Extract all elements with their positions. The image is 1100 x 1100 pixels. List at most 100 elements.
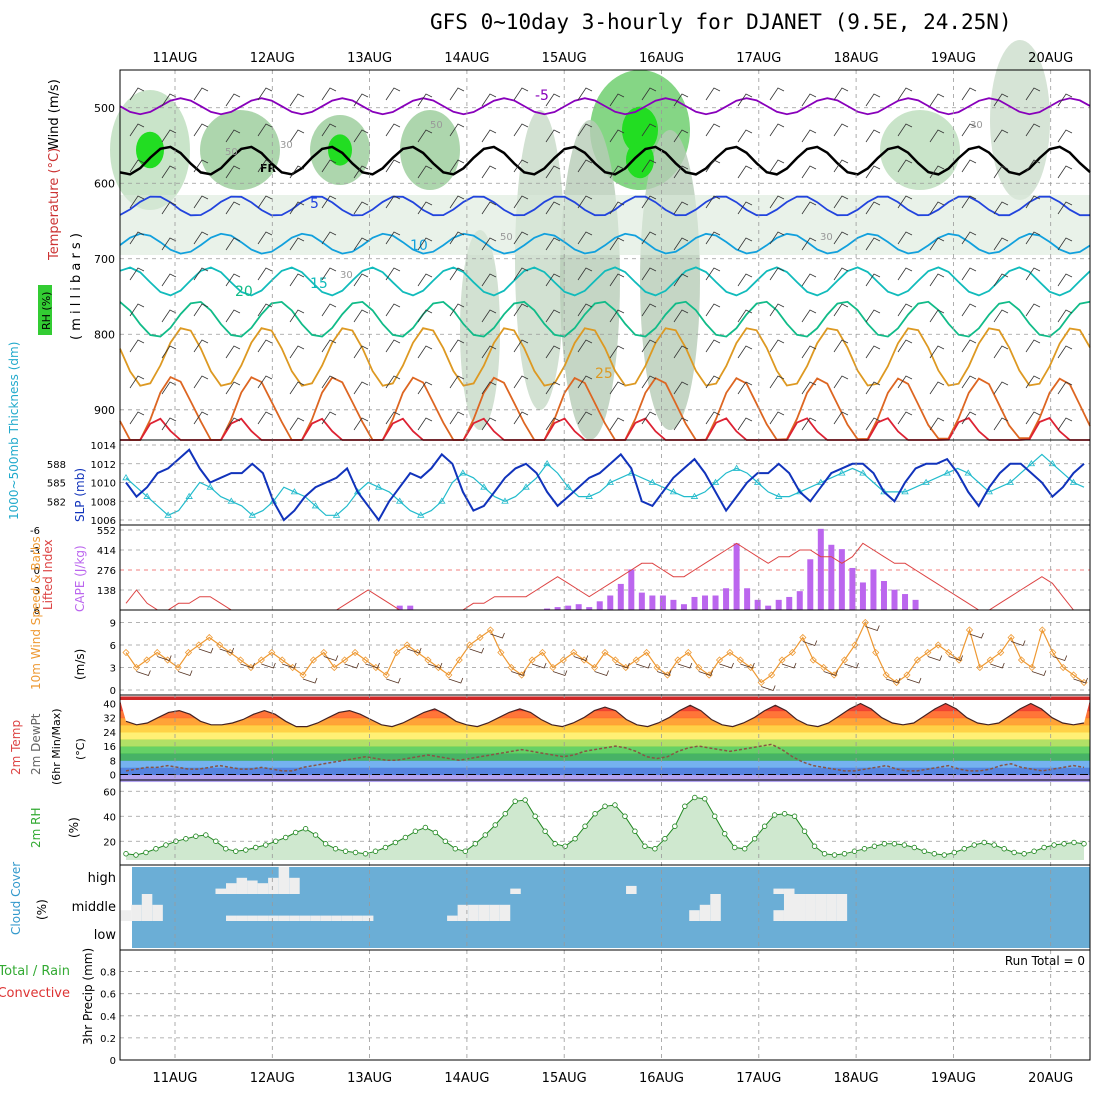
- isotherm-label: 10: [410, 238, 428, 254]
- wind-barb: [961, 195, 977, 209]
- rh-marker: [342, 848, 349, 854]
- wind-barb: [577, 375, 593, 389]
- rh-marker: [1051, 842, 1057, 848]
- cape-bar: [786, 596, 793, 610]
- rh-marker: [302, 826, 309, 832]
- precip-legend-total: Total / Rain: [0, 964, 70, 979]
- wind-axis-label: Wind (m/s): [47, 79, 62, 150]
- wind-barb: [225, 165, 241, 179]
- wind-barb: [577, 339, 593, 353]
- wind-barb: [449, 159, 465, 173]
- temp-color-band: [120, 774, 1090, 783]
- wind-barb: [801, 381, 817, 395]
- wind-barb: [641, 339, 657, 353]
- cloud-middle-bar: [152, 904, 163, 921]
- wind-barb: [481, 417, 497, 431]
- cape-bar: [733, 543, 740, 610]
- wind-barb: [1025, 303, 1041, 317]
- wind-speed-marker: [768, 671, 776, 679]
- wind-barb: [449, 231, 465, 245]
- surface-wind-barb: [761, 685, 776, 691]
- thickness-tick-label: 582: [47, 497, 66, 508]
- wind-barb: [385, 159, 401, 173]
- wind-barb: [129, 267, 145, 281]
- rh-tick-label: 60: [103, 787, 116, 798]
- date-label-top: 13AUG: [347, 51, 392, 66]
- wind-barb: [1025, 231, 1041, 245]
- surface-wind-barb: [427, 662, 443, 669]
- wind-barb: [833, 267, 849, 281]
- wind-barb: [993, 165, 1009, 179]
- wind-barb: [545, 237, 561, 251]
- wind-speed-marker: [122, 648, 130, 657]
- rh-marker: [193, 833, 199, 839]
- chart-title: GFS 0~10day 3-hourly for DJANET (9.5E, 2…: [430, 10, 1012, 34]
- wind-barb: [321, 303, 337, 317]
- cloud-axis-label: Cloud Cover: [9, 862, 23, 935]
- wind-barb: [961, 231, 977, 245]
- wind-barb: [1025, 123, 1041, 137]
- wind-barb: [673, 201, 689, 215]
- thickness-marker: [459, 469, 467, 476]
- cloud-high-bar: [215, 888, 227, 894]
- cape-tick-label: 138: [97, 586, 116, 597]
- surface-wind-barb: [531, 662, 547, 669]
- thickness-marker: [690, 492, 699, 499]
- rh-peak-3: [626, 141, 654, 179]
- rh-marker: [1031, 848, 1037, 854]
- wind-barb: [609, 381, 625, 395]
- wind-tick-label: 9: [110, 619, 116, 630]
- pressure-tick-label: 800: [94, 328, 115, 341]
- rh-peak-0: [136, 131, 164, 169]
- wind-barb: [321, 231, 337, 245]
- temp-color-band: [120, 724, 1090, 733]
- wind-barb: [353, 237, 369, 251]
- date-label-bottom: 14AUG: [444, 1071, 489, 1086]
- wind-barb: [353, 93, 369, 107]
- cloud-middle-bar: [489, 904, 500, 921]
- surface-wind-barb: [302, 677, 318, 684]
- rh-marker: [442, 838, 449, 844]
- wind-barb: [385, 267, 401, 281]
- rh-marker: [253, 844, 259, 851]
- rh-marker: [532, 813, 538, 819]
- wind-barb: [737, 165, 753, 179]
- wind-barb: [993, 309, 1009, 323]
- isotherm-label: 5: [310, 196, 319, 212]
- surface-wind-barb: [240, 662, 255, 669]
- temp-axis-label: 2m Temp: [9, 720, 23, 775]
- wind-barb: [833, 123, 849, 137]
- rh-marker: [572, 836, 578, 842]
- wind-barb: [289, 345, 305, 359]
- thickness-marker: [332, 511, 341, 518]
- cloud-middle-bar: [794, 894, 806, 921]
- wind-barb: [321, 195, 337, 209]
- wind-speed-marker: [695, 663, 703, 672]
- wind-barb: [577, 303, 593, 317]
- precip-tick-label: 0.8: [100, 968, 116, 979]
- cloud-middle-bar: [826, 894, 837, 921]
- wind-speed-marker: [684, 648, 692, 657]
- wind-barb: [993, 273, 1009, 287]
- wind-barb: [673, 345, 689, 359]
- surface-wind-barb: [1010, 640, 1026, 646]
- rh-marker: [332, 846, 339, 852]
- wind-barb: [321, 159, 337, 173]
- temp-color-band: [120, 731, 1090, 740]
- rh-marker: [502, 811, 508, 817]
- thickness-marker: [585, 492, 593, 499]
- wind-speed-marker: [341, 656, 349, 664]
- wind-barb: [673, 165, 689, 179]
- wind-barb: [801, 273, 817, 287]
- isotherm-line: [119, 266, 1091, 297]
- wind-barb: [897, 195, 913, 209]
- wind-barb: [321, 123, 337, 137]
- wind-speed-marker: [538, 648, 547, 657]
- cape-bar: [680, 604, 687, 610]
- isotherm-line: [119, 300, 1091, 338]
- wind-barb: [641, 231, 657, 245]
- wind-barb: [929, 237, 945, 251]
- cape-bar: [617, 583, 624, 610]
- temperature-axis-label: Temperature (°C): [47, 148, 62, 261]
- wind-barb: [161, 129, 177, 143]
